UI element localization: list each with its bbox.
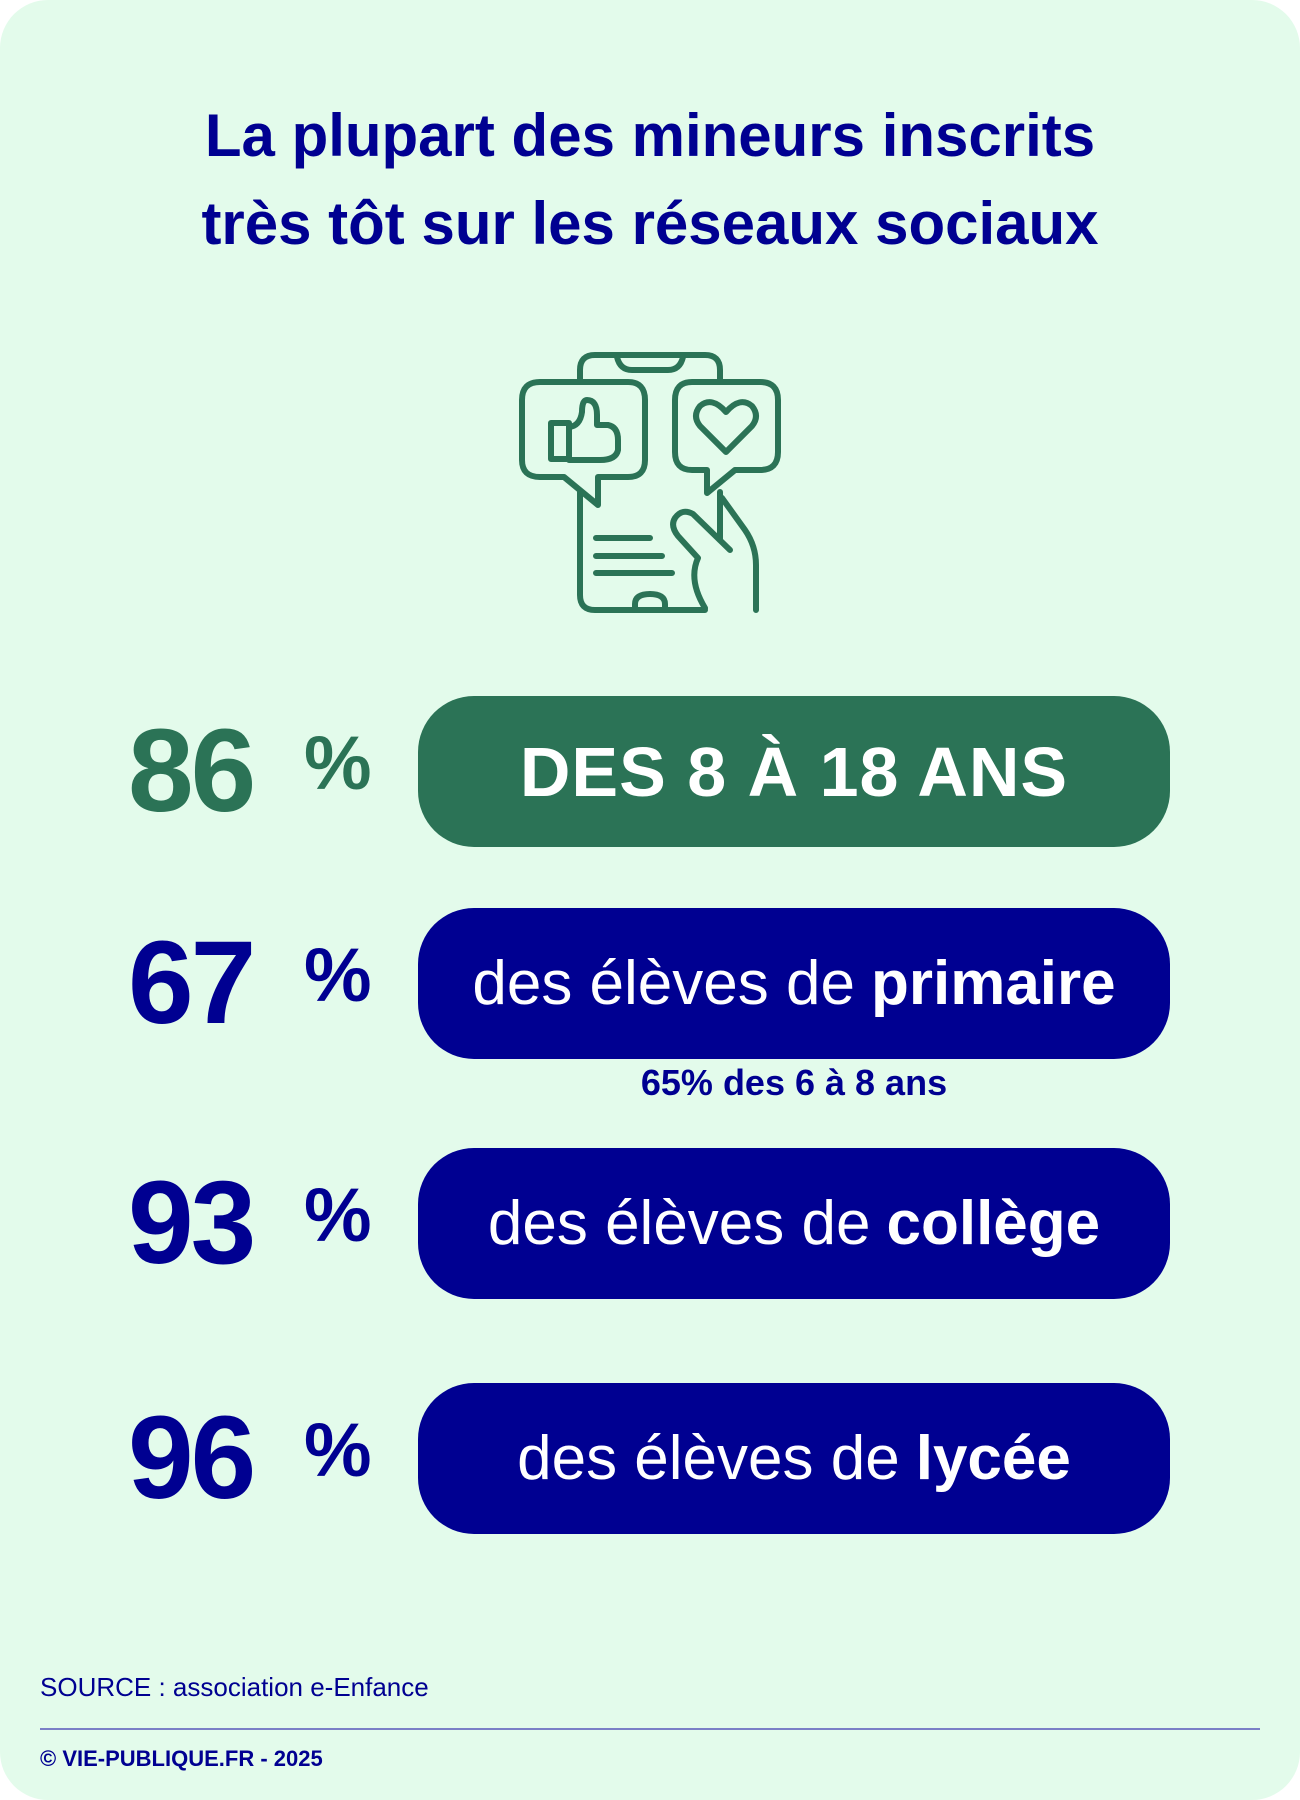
stat-label-bold: lycée — [915, 1424, 1071, 1493]
stat-row-college: 93 % des élèves de collège — [0, 1148, 1300, 1299]
stat-label: des élèves de — [472, 949, 855, 1018]
stat-label: des élèves de — [517, 1424, 900, 1493]
stat-unit: % — [304, 721, 372, 806]
stat-label: des élèves de — [487, 1189, 871, 1258]
title-line-1: La plupart des mineurs inscrits — [204, 102, 1096, 169]
stat-value: 96 — [128, 1392, 256, 1524]
stat-unit: % — [304, 933, 372, 1018]
stat-row-8-18: 86 % DES 8 À 18 ANS — [0, 696, 1300, 847]
stat-row-primaire: 67 % des élèves de primaire — [0, 908, 1300, 1059]
source-text: SOURCE : association e-Enfance — [40, 1672, 429, 1702]
stat-unit: % — [304, 1173, 372, 1258]
stat-row-lycee: 96 % des élèves de lycée — [0, 1383, 1300, 1534]
footer-divider — [40, 1728, 1260, 1730]
stat-label: DES 8 À 18 ANS — [519, 732, 1069, 811]
phone-like-heart-icon — [519, 352, 781, 613]
stat-unit: % — [304, 1408, 372, 1493]
stat-value: 67 — [128, 917, 256, 1049]
title-line-2: très tôt sur les réseaux sociaux — [201, 190, 1099, 257]
stat-value: 93 — [128, 1157, 256, 1289]
stat-note: 65% des 6 à 8 ans — [640, 1062, 948, 1103]
page-title: La plupart des mineurs inscrits très tôt… — [0, 92, 1300, 268]
copyright-text: © VIE-PUBLIQUE.FR - 2025 — [40, 1746, 323, 1771]
stat-label-pill: des élèves de primaire — [418, 908, 1170, 1059]
stat-label-pill: des élèves de collège — [418, 1148, 1170, 1299]
stat-value: 86 — [128, 705, 256, 837]
stat-label-bold: collège — [886, 1189, 1101, 1258]
stat-label-bold: primaire — [870, 949, 1116, 1018]
stat-label-pill: DES 8 À 18 ANS — [418, 696, 1170, 847]
stat-label-pill: des élèves de lycée — [418, 1383, 1170, 1534]
